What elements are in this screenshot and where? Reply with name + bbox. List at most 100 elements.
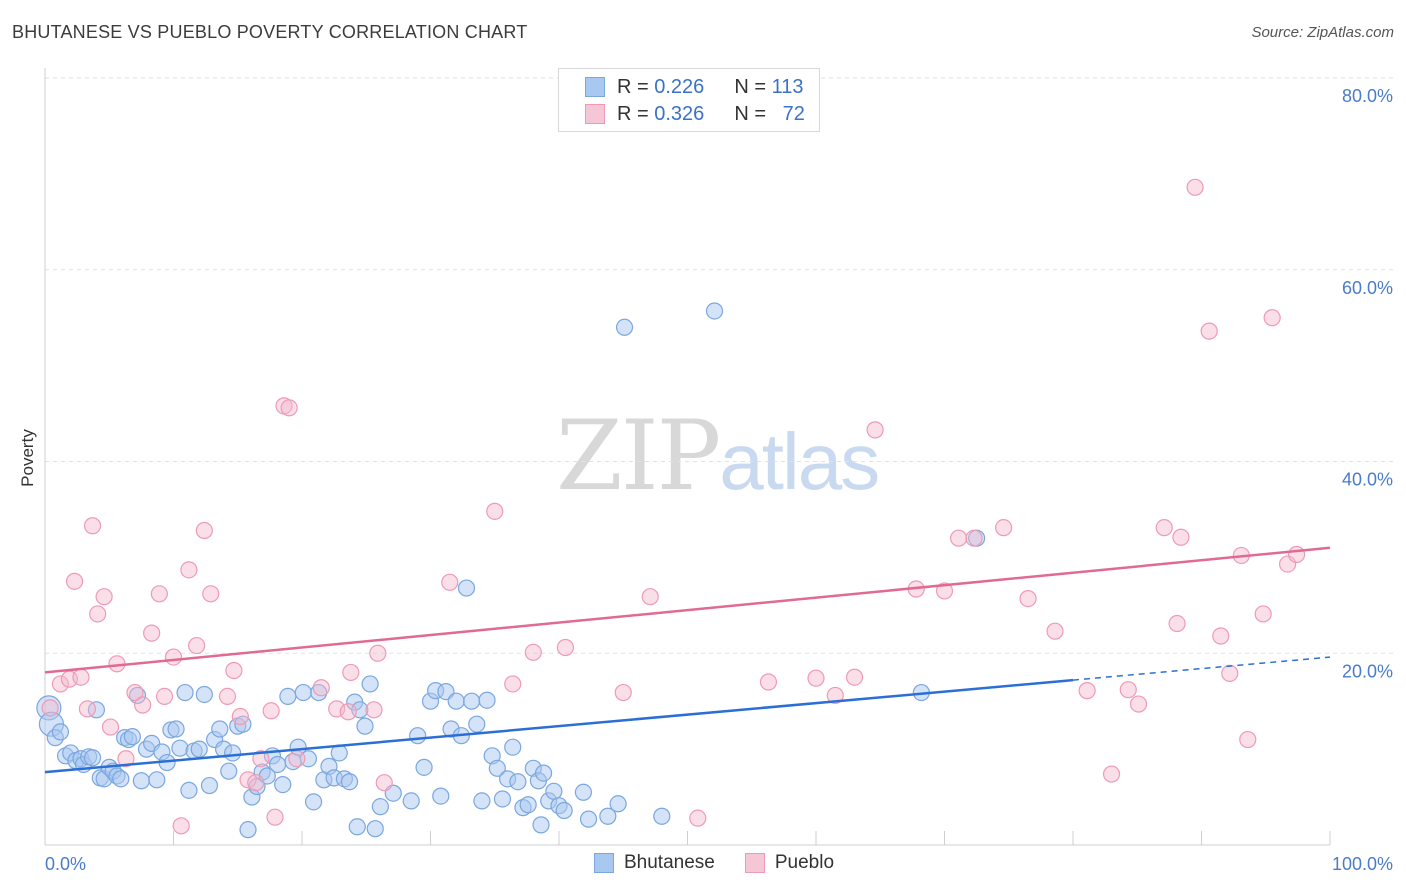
pueblo-point (995, 519, 1013, 537)
pueblo-point (202, 585, 220, 603)
bhutanese-point (519, 796, 537, 814)
bhutanese-point (545, 782, 563, 800)
bhutanese-point (304, 793, 323, 811)
pueblo-point (614, 683, 632, 702)
pueblo-point (1212, 627, 1230, 645)
chart-title: BHUTANESE VS PUEBLO POVERTY CORRELATION … (12, 22, 528, 42)
bhutanese-point (294, 683, 312, 702)
pueblo-point (1221, 664, 1239, 682)
pueblo-point (41, 699, 59, 717)
pueblo-point (866, 421, 884, 439)
pueblo-point (266, 808, 284, 826)
pueblo-point (965, 529, 983, 547)
legend-label-pueblo: Pueblo (774, 852, 835, 873)
pueblo-point (231, 707, 249, 726)
bhutanese-point (132, 772, 150, 790)
pueblo-point (339, 703, 357, 721)
pueblo-point (1019, 590, 1037, 608)
bhutanese-point (555, 801, 573, 820)
bhutanese-point (211, 720, 229, 738)
bhutanese-point (493, 790, 512, 808)
pueblo-point (164, 648, 183, 666)
pueblo-point (504, 675, 522, 693)
pueblo-point (134, 696, 152, 714)
grid-lines (45, 77, 1395, 654)
bhutanese-swatch (585, 77, 605, 97)
bhutanese-point (409, 727, 427, 745)
bhutanese-point (176, 683, 194, 702)
pueblo-point (1263, 309, 1281, 327)
r-value: 0.226 (654, 75, 705, 98)
pueblo-point (262, 702, 280, 720)
bhutanese-point (574, 783, 593, 801)
n-value: 113 (771, 75, 804, 98)
n-label: N = (734, 102, 766, 125)
bhutanese-point (51, 723, 70, 741)
bhutanese-point (361, 675, 379, 693)
legend-item-bhutanese[interactable]: Bhutanese (594, 852, 715, 874)
pueblo-point (51, 675, 70, 693)
pueblo-point (845, 668, 864, 686)
bhutanese-point (653, 807, 671, 825)
bhutanese-point (599, 807, 617, 825)
pueblo-trend-line (44, 546, 1331, 674)
bhutanese-point (509, 773, 527, 791)
source-label: Source: ZipAtlas.com (1251, 24, 1394, 41)
bhutanese-point (83, 749, 102, 767)
legend-item-pueblo[interactable]: Pueblo (744, 852, 835, 874)
bhutanese-point (504, 738, 522, 756)
pueblo-point (188, 636, 206, 655)
pueblo-point (950, 529, 968, 547)
bhutanese-point (402, 792, 420, 810)
pueblo-point (1287, 545, 1306, 564)
pueblo-point (689, 809, 707, 827)
bhutanese-point (195, 685, 213, 704)
bhutanese-point (457, 579, 476, 597)
pueblo-point (807, 669, 825, 687)
bhutanese-point (348, 818, 366, 836)
pueblo-point (1046, 622, 1064, 640)
pueblo-point (225, 661, 243, 680)
bhutanese-point (148, 771, 166, 789)
pueblo-point (1155, 519, 1173, 537)
pueblo-point (280, 399, 298, 417)
pueblo-point (126, 683, 144, 702)
bhutanese-point (447, 692, 465, 710)
series-legend: Bhutanese Pueblo (594, 852, 864, 874)
x-tick-label: 0.0% (45, 854, 86, 874)
bhutanese-point (128, 686, 147, 705)
pueblo-point (342, 663, 360, 682)
y-tick-label: 20.0% (1342, 661, 1393, 681)
pueblo-point (143, 624, 161, 642)
pueblo-point (369, 644, 387, 662)
bhutanese-point (468, 715, 486, 733)
bhutanese-point (268, 755, 287, 774)
pueblo-point (1168, 614, 1186, 633)
bhutanese-point (609, 795, 627, 813)
pueblo-point (83, 517, 102, 535)
pueblo-point (95, 588, 113, 606)
pueblo-point (641, 588, 659, 606)
bhutanese-point (220, 762, 238, 780)
pueblo-point (172, 817, 190, 835)
pueblo-point (1129, 695, 1148, 713)
pueblo-point (1119, 681, 1137, 699)
pueblo-point (556, 638, 575, 657)
bhutanese-point (705, 302, 724, 320)
pueblo-point (78, 700, 97, 718)
bhutanese-point (340, 773, 359, 791)
pueblo-point (65, 572, 84, 590)
pueblo-point (1102, 765, 1121, 783)
bhutanese-point (463, 692, 481, 710)
pueblo-point (288, 750, 306, 768)
pueblo-point (441, 573, 459, 591)
bhutanese-point (224, 744, 242, 762)
bhutanese-point (310, 683, 328, 702)
bhutanese-point (356, 717, 374, 735)
bhutanese-trend-extension (1072, 656, 1331, 681)
bhutanese-point (488, 759, 506, 777)
bhutanese-point (274, 775, 292, 794)
bhutanese-point (478, 691, 496, 709)
pueblo-point (365, 701, 383, 719)
